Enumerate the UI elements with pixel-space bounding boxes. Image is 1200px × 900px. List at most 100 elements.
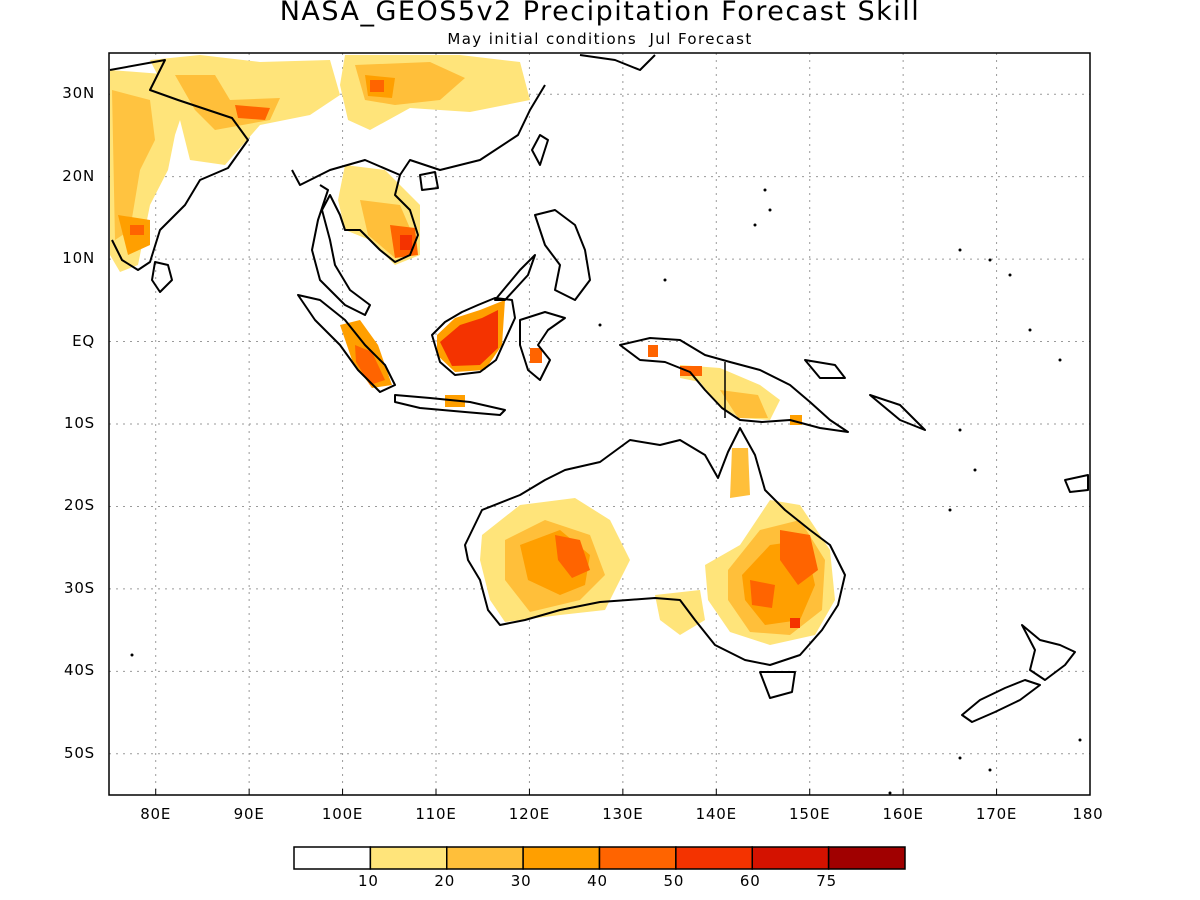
coastline-sri-lanka (151, 261, 173, 293)
skill-region-eastern-australia-secondary (750, 580, 775, 608)
island (988, 768, 992, 772)
island (598, 323, 602, 327)
coastline-solomon-islands (869, 394, 926, 431)
island (768, 208, 772, 212)
small-islands (130, 188, 1082, 795)
colorbar-label: 50 (663, 872, 685, 890)
lon-label: 160E (882, 805, 924, 823)
island (130, 653, 134, 657)
coastline-india (109, 59, 249, 271)
colorbar-swatch (522, 846, 601, 870)
coastline-taiwan (531, 134, 549, 166)
coastline-japan (579, 54, 656, 71)
colorbar-label: 75 (816, 872, 837, 890)
lon-label: 150E (789, 805, 831, 823)
island (948, 508, 952, 512)
coastline-hainan (419, 171, 439, 191)
skill-region-himalaya-peak (235, 105, 270, 120)
island (753, 223, 757, 227)
lat-label: 40S (63, 661, 95, 680)
skill-cell (790, 415, 802, 425)
colorbar-label: 20 (434, 872, 456, 890)
colorbar (293, 846, 906, 870)
map-title: NASA_GEOS5v2 Precipitation Forecast Skil… (279, 0, 921, 27)
island (1058, 358, 1062, 362)
island (988, 258, 992, 262)
coastline-china (291, 84, 546, 186)
coastline-tasmania (759, 671, 796, 699)
skill-region-india-core (112, 90, 155, 240)
coastline-new-guinea (619, 337, 849, 433)
island (1078, 738, 1082, 742)
skill-region-cape-york (730, 448, 750, 498)
lon-label: 100E (321, 805, 364, 823)
skill-cell (530, 348, 542, 363)
lon-label: 130E (602, 805, 644, 823)
lat-label: 20S (63, 496, 95, 515)
coastline-new-britain (804, 359, 846, 379)
gridlines (109, 53, 1091, 795)
coastline-borneo (431, 297, 516, 376)
coastline-new-zealand-south (961, 679, 1041, 723)
skill-region-new-guinea-core (720, 390, 768, 418)
colorbar-swatch (675, 846, 753, 870)
colorbar-swatch (293, 846, 372, 870)
colorbar-swatch (827, 846, 906, 870)
skill-region-western-australia-max (555, 535, 590, 578)
lon-label: 80E (140, 805, 172, 823)
lat-label: 30N (62, 84, 95, 103)
skill-cell (680, 366, 702, 376)
colorbar-label: 10 (358, 872, 379, 890)
lat-label: 10S (63, 414, 95, 432)
coastline-sumatra (297, 294, 396, 393)
skill-cell (790, 618, 800, 628)
island (1028, 328, 1032, 332)
coastline-philippines (534, 209, 591, 301)
skill-cell (400, 235, 412, 250)
lon-label: 120E (508, 805, 551, 823)
island (1008, 273, 1012, 277)
skill-region-borneo-core (440, 310, 498, 366)
skill-shading (110, 55, 835, 645)
lat-label: 10N (62, 249, 95, 268)
map-frame (108, 52, 1091, 796)
skill-region-south-australia (655, 590, 705, 635)
skill-cell (648, 345, 658, 357)
lat-label: 50S (63, 743, 95, 762)
lon-label: 110E (415, 805, 457, 823)
lat-label: 20N (62, 166, 95, 185)
lat-label: EQ (72, 331, 95, 350)
coastline-indochina (311, 174, 419, 316)
island (763, 188, 767, 192)
coastlines (109, 54, 1089, 723)
island (663, 278, 667, 282)
coastline-sulawesi (519, 311, 566, 381)
colorbar-swatch (369, 846, 448, 870)
island (958, 428, 962, 432)
colorbar-label: 40 (587, 872, 608, 890)
lon-label: 140E (695, 805, 737, 823)
map-subtitle: May initial conditions Jul Forecast (447, 30, 753, 48)
lon-label: 90E (233, 805, 265, 823)
skill-region-eastern-australia-max (780, 530, 818, 585)
island (973, 468, 977, 472)
skill-cell (130, 225, 144, 235)
colorbar-swatch (751, 846, 830, 870)
skill-region-sumatra-core (355, 345, 385, 385)
coastline-palawan (494, 254, 536, 301)
colorbar-swatch (446, 846, 524, 870)
lon-label: 180 (1072, 805, 1104, 823)
coastline-new-zealand-north (1021, 624, 1076, 681)
island (958, 248, 962, 252)
lat-label: 30S (63, 578, 95, 597)
colorbar-label: 30 (510, 872, 532, 890)
colorbar-swatch (598, 846, 677, 870)
coastline-australia (464, 427, 846, 666)
skill-cell (370, 80, 384, 92)
island (888, 791, 892, 795)
coastline-java (394, 394, 506, 416)
lon-label: 170E (975, 805, 1018, 823)
island (958, 756, 962, 760)
coastline-fiji (1064, 474, 1089, 493)
